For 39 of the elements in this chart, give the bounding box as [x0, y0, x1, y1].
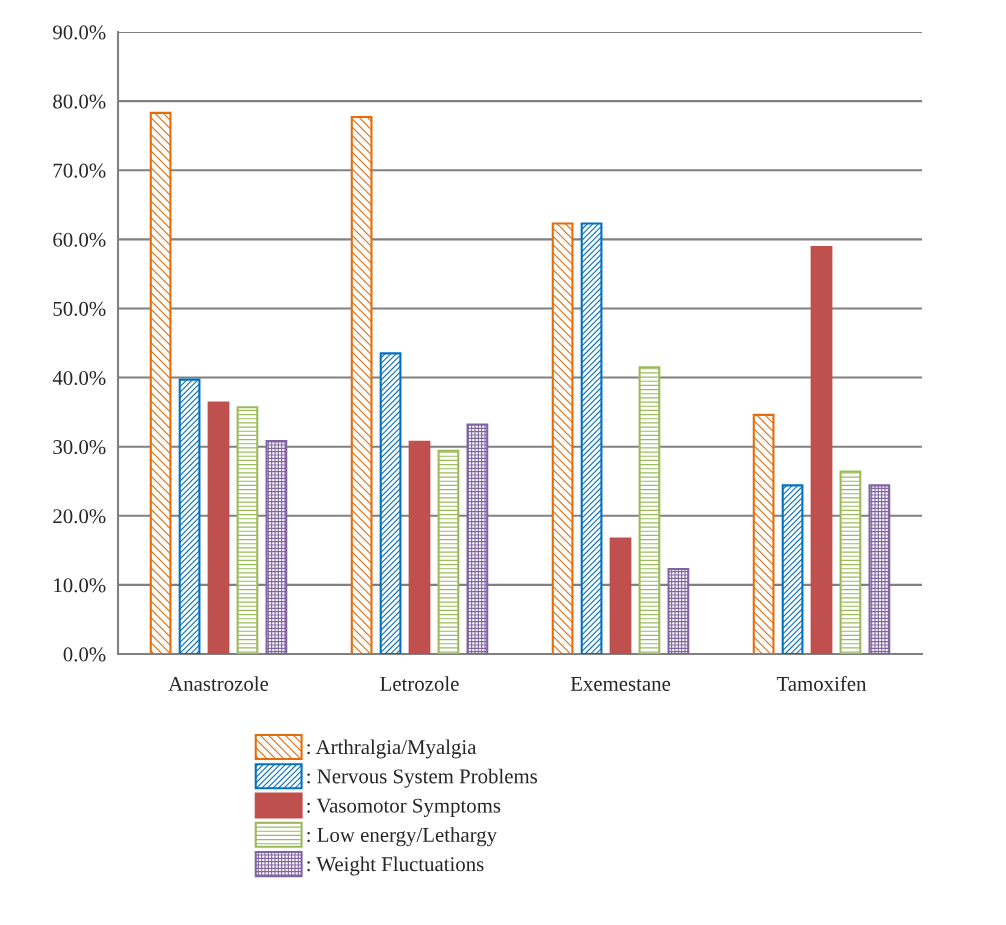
- y-tick-label: 40.0%: [52, 370, 106, 386]
- bar: [551, 222, 574, 654]
- y-tick-label: 80.0%: [53, 94, 106, 109]
- bar: [752, 413, 775, 654]
- bar: [178, 378, 201, 654]
- bar: [408, 440, 431, 654]
- x-tick-label: Tamoxifen: [776, 676, 867, 691]
- y-tick-label: 20.0%: [53, 509, 106, 524]
- bar: [667, 567, 690, 654]
- bar: [781, 484, 804, 654]
- bar: [149, 111, 172, 654]
- legend-label: : Arthralgia/Myalgia: [307, 739, 477, 759]
- bar: [379, 352, 402, 654]
- bar: [466, 423, 489, 654]
- bar: [207, 401, 230, 654]
- legend-label: : Weight Fluctuations: [307, 856, 484, 876]
- legend-label: : Low energy/Lethargy: [307, 827, 497, 847]
- y-tick-label: 0.0%: [63, 647, 106, 662]
- bar: [236, 406, 259, 654]
- bar: [580, 222, 603, 654]
- x-tick-label: Exemestane: [570, 677, 671, 691]
- y-tick-label: 50.0%: [53, 301, 106, 316]
- bar: [810, 245, 833, 654]
- bar: [609, 537, 632, 654]
- y-tick-label: 30.0%: [53, 440, 106, 455]
- y-tick-label: 60.0%: [53, 232, 106, 247]
- x-tick-label: Letrozole: [380, 676, 459, 691]
- bar: [839, 470, 862, 654]
- legend-label: : Vasomotor Symptoms: [307, 798, 501, 817]
- bar: [638, 366, 661, 654]
- y-tick-label: 10.0%: [54, 578, 106, 593]
- bar: [265, 440, 288, 654]
- x-tick-label: Anastrozole: [168, 676, 269, 691]
- bar: [437, 449, 460, 654]
- bar: [350, 115, 373, 654]
- y-tick-label: 70.0%: [53, 163, 106, 178]
- legend-label: : Nervous System Problems: [307, 768, 538, 788]
- bar: [868, 484, 891, 654]
- y-tick-label: 90.0%: [53, 25, 106, 40]
